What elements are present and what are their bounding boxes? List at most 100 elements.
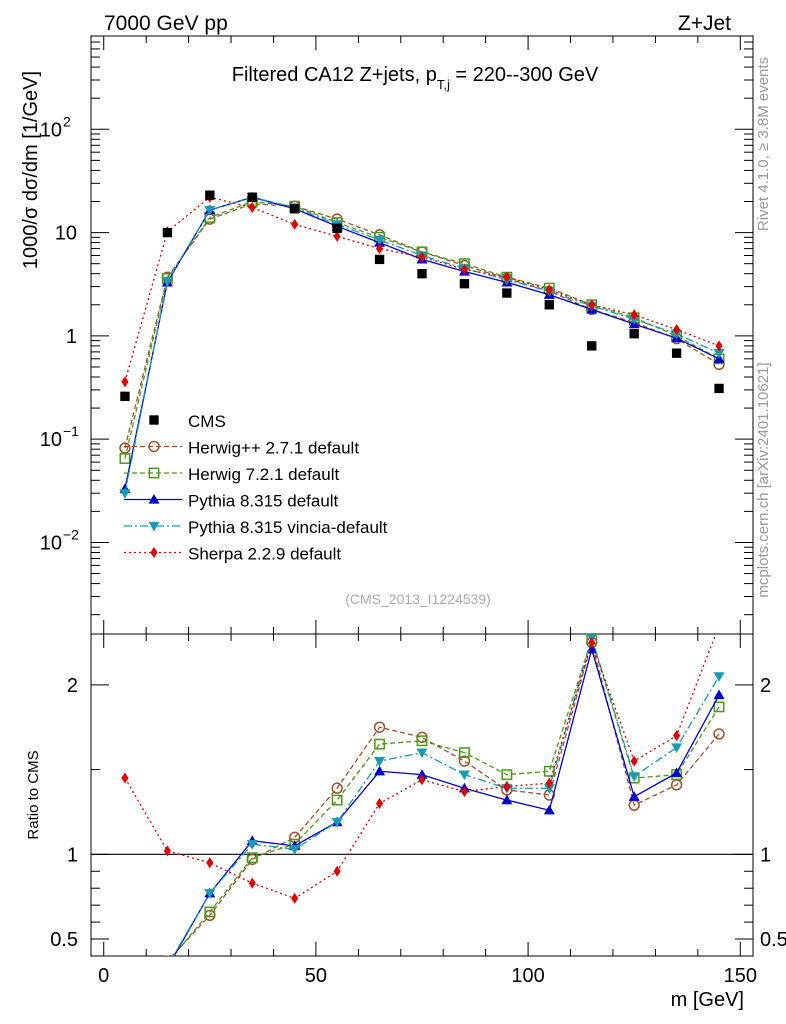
ratio-point-1: [163, 958, 172, 967]
ratio-point-0: [331, 782, 343, 794]
ratio-point-3: [374, 756, 386, 767]
legend-label-2: Pythia 8.315 default: [188, 492, 339, 511]
ratio-point-3: [246, 840, 258, 850]
ratio-point-1: [713, 701, 725, 713]
ratio-point-4: [418, 774, 426, 786]
ratio-line-2: [173, 646, 720, 956]
cms-data-point: [120, 391, 130, 401]
cms-data-point: [502, 288, 512, 298]
ratio-point-3: [119, 1001, 130, 1011]
x-tick-label: 0: [98, 965, 109, 987]
series-point-4: [673, 324, 681, 336]
cms-data-point: [162, 227, 173, 238]
ratio-point-4: [291, 892, 299, 904]
cms-data-point: [587, 341, 597, 351]
ratio-point-4: [163, 845, 171, 857]
x-axis-label: m [GeV]: [671, 989, 744, 1011]
series-point-3: [374, 235, 386, 246]
ratio-point-4: [630, 755, 638, 767]
y-tick-label-exp: −2: [63, 526, 79, 542]
y-tick-label-exp: −1: [63, 423, 79, 439]
legend-marker-3: [148, 521, 160, 532]
ratio-tick-label-right: 1: [760, 844, 771, 866]
ratio-point-3: [543, 784, 555, 794]
ratio-layer: [119, 620, 725, 1011]
ratio-point-2: [162, 962, 173, 972]
ratio-point-3: [458, 770, 470, 781]
series-point-4: [715, 340, 723, 352]
cms-data-point: [290, 204, 300, 214]
ratio-point-2: [374, 765, 386, 776]
ratio-point-3: [289, 845, 301, 855]
ratio-point-3: [671, 743, 683, 754]
ratio-point-1: [246, 852, 258, 864]
legend-label-3: Pythia 8.315 vincia-default: [188, 518, 388, 537]
cms-data-point: [671, 348, 682, 358]
y-tick-label-exp: 2: [63, 113, 71, 129]
ratio-point-0: [458, 755, 471, 767]
ratio-point-1: [543, 765, 555, 777]
series-point-4: [375, 243, 384, 255]
ratio-point-4: [333, 865, 341, 877]
plot-title-sub: T,j: [437, 77, 450, 92]
legend-label-4: Sherpa 2.2.9 default: [188, 545, 341, 564]
ratio-tick-label-right: 2: [760, 675, 771, 697]
series-point-4: [248, 201, 256, 213]
x-tick-label: 50: [305, 965, 327, 987]
ratio-line-1: [172, 636, 720, 956]
legend: CMS Herwig++ 2.7.1 default Herwig 7.2.1 de…: [124, 412, 388, 564]
series-point-4: [418, 251, 426, 263]
cms-data-point: [544, 300, 554, 310]
x-tick-label: 150: [724, 965, 757, 987]
ratio-point-1: [459, 747, 470, 759]
ratio-tick-label-right: 0.5: [760, 929, 786, 951]
analysis-id-label: (CMS_2013_I1224539): [345, 591, 491, 607]
series-point-4: [291, 218, 299, 230]
plot-title: Filtered CA12 Z+jets, pT,j = 220--300 Ge…: [232, 64, 599, 92]
series-point-4: [588, 299, 596, 311]
ratio-point-3: [204, 889, 216, 899]
series-point-3: [713, 349, 725, 359]
legend-marker-0: [148, 440, 160, 453]
ratio-panel-frame: [90, 633, 754, 957]
ratio-point-3: [162, 962, 173, 972]
cms-data-point: [714, 383, 724, 394]
cms-data-point: [417, 269, 427, 279]
ratio-point-1: [416, 735, 428, 747]
ratio-point-2: [713, 689, 725, 700]
ratio-point-4: [588, 636, 596, 648]
y-axis-label: 1000/σ dσ/dm [1/GeV]: [20, 71, 42, 269]
ratio-point-1: [331, 794, 343, 806]
ratio-point-1: [204, 906, 216, 918]
ratio-point-4: [673, 730, 681, 742]
series-point-3: [119, 489, 131, 499]
cms-data-point: [247, 192, 257, 202]
ratio-tick-label: 2: [67, 675, 78, 697]
ratio-point-4: [715, 620, 722, 631]
series-point-4: [503, 271, 511, 283]
ratio-point-4: [460, 786, 469, 798]
legend-label-0: Herwig++ 2.7.1 default: [188, 439, 359, 458]
cms-data-point: [205, 190, 215, 200]
series-point-4: [121, 376, 129, 388]
ratio-point-2: [628, 791, 640, 801]
cms-data-point: [374, 254, 385, 265]
plot-title-main: Filtered CA12 Z+jets, p: [232, 64, 437, 86]
x-tick-label: 100: [511, 965, 544, 987]
ratio-line-0: [171, 639, 720, 956]
y-tick-label: 10: [55, 223, 77, 245]
legend-label-cms: CMS: [188, 412, 226, 431]
legend-label-1: Herwig 7.2.1 default: [188, 465, 339, 484]
ratio-line-3: [172, 635, 720, 956]
legend-marker-2: [148, 494, 160, 504]
series-point-4: [333, 230, 341, 242]
ratio-point-0: [164, 955, 170, 956]
series-point-0: [119, 442, 131, 454]
y-tick-label: 10: [40, 532, 62, 554]
main-layer: [119, 190, 725, 499]
y-tick-label: 10: [40, 119, 62, 141]
ratio-y-axis-label: Ratio to CMS: [25, 750, 42, 839]
mcplots-label: mcplots.cern.ch [arXiv:2401.10621]: [755, 362, 772, 597]
